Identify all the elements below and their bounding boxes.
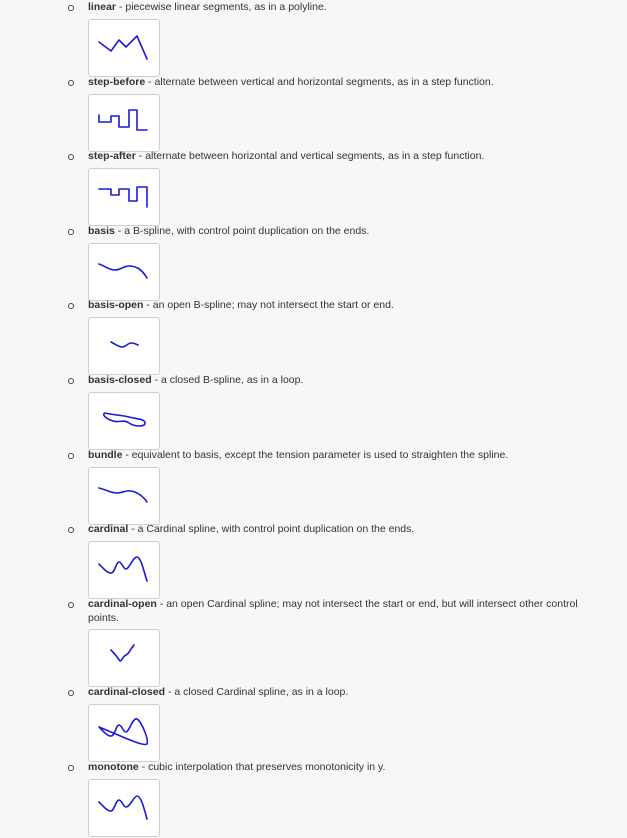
item-term: monotone	[88, 761, 139, 773]
preview-basis-closed	[88, 392, 160, 450]
preview-step-after	[88, 168, 160, 226]
item-term: basis-open	[88, 299, 144, 311]
item-description: linear - piecewise linear segments, as i…	[88, 1, 327, 13]
curve-basis-icon	[98, 263, 148, 279]
item-term: cardinal-closed	[88, 686, 166, 698]
preview-monotone	[88, 779, 160, 837]
curve-basis-closed-icon	[102, 412, 146, 427]
curve-monotone-icon	[98, 795, 148, 820]
bullet-icon	[68, 80, 74, 86]
preview-linear	[88, 19, 160, 77]
bullet-icon	[68, 378, 74, 384]
preview-step-before	[88, 94, 160, 152]
bullet-icon	[68, 527, 74, 533]
item-term: step-before	[88, 76, 146, 88]
curve-cardinal-icon	[98, 556, 148, 582]
item-term: cardinal-open	[88, 598, 157, 610]
item-description: basis-open - an open B-spline; may not i…	[88, 299, 394, 311]
bullet-icon	[68, 765, 74, 771]
curve-cardinal-open-icon	[110, 644, 135, 662]
bullet-icon	[68, 154, 74, 160]
curve-step-before-icon	[98, 109, 148, 131]
bullet-icon	[68, 690, 74, 696]
item-description: cardinal-open - an open Cardinal spline;…	[88, 598, 578, 624]
bullet-icon	[68, 602, 74, 608]
item-description: basis - a B-spline, with control point d…	[88, 225, 370, 237]
bullet-icon	[68, 303, 74, 309]
curve-step-after-icon	[98, 186, 148, 208]
preview-cardinal-open	[88, 629, 160, 687]
curve-cardinal-closed-icon	[98, 718, 149, 746]
item-description: step-after - alternate between horizonta…	[88, 150, 485, 162]
bullet-icon	[68, 229, 74, 235]
item-term: linear	[88, 1, 117, 13]
preview-bundle	[88, 467, 160, 525]
preview-cardinal	[88, 541, 160, 599]
curve-linear-icon	[98, 35, 148, 60]
item-term: step-after	[88, 150, 136, 162]
item-description: bundle - equivalent to basis, except the…	[88, 449, 509, 461]
preview-basis	[88, 243, 160, 301]
preview-basis-open	[88, 317, 160, 375]
bullet-icon	[68, 5, 74, 11]
item-description: cardinal - a Cardinal spline, with contr…	[88, 523, 415, 535]
item-description: monotone - cubic interpolation that pres…	[88, 761, 386, 773]
curve-bundle-icon	[98, 487, 148, 503]
item-term: bundle	[88, 449, 123, 461]
bullet-icon	[68, 453, 74, 459]
item-term: basis	[88, 225, 115, 237]
preview-cardinal-closed	[88, 704, 160, 762]
curve-basis-open-icon	[110, 341, 139, 348]
item-description: cardinal-closed - a closed Cardinal spli…	[88, 686, 349, 698]
item-term: basis-closed	[88, 374, 152, 386]
item-description: basis-closed - a closed B-spline, as in …	[88, 374, 304, 386]
item-term: cardinal	[88, 523, 129, 535]
item-description: step-before - alternate between vertical…	[88, 76, 494, 88]
